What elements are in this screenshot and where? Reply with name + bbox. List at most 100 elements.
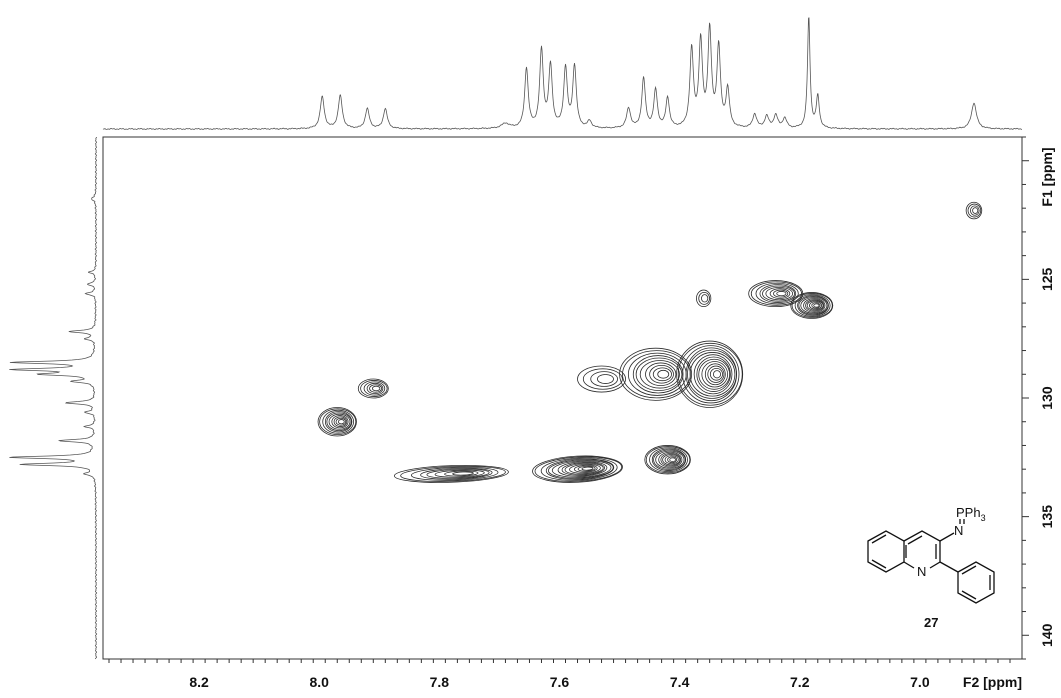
contour-line	[773, 289, 789, 298]
pph3-label: PPh3	[956, 505, 986, 523]
contour-line	[765, 286, 794, 301]
contour-line	[333, 416, 348, 427]
cross-peak-7.42-132.6	[644, 445, 691, 475]
x-axis: 8.2 8.0 7.8 7.6 7.4 7.2 7.0	[108, 659, 1011, 690]
x-tick-label: 8.2	[189, 674, 209, 690]
contour-line	[803, 298, 826, 313]
y-tick-label: 130	[1039, 386, 1055, 410]
contour-line	[664, 455, 679, 465]
cross-peak-7.53-129.2	[577, 365, 626, 393]
cross-peak-7.18-126.1	[790, 292, 834, 319]
y-axis: 125 130 135 140	[1022, 136, 1055, 660]
contour-line	[597, 374, 614, 384]
contour-line	[337, 419, 345, 425]
contour-line	[328, 413, 351, 430]
contour-line	[622, 350, 691, 399]
iminophosphorane-group	[939, 519, 965, 542]
x-tick-label: 8.0	[310, 674, 330, 690]
contour-line	[619, 347, 693, 401]
contour-line	[687, 349, 737, 399]
contour-line	[322, 409, 354, 434]
contour-line	[635, 357, 683, 391]
x-tick-label: 7.4	[670, 674, 690, 690]
contour-line	[548, 459, 614, 479]
contour-line	[805, 299, 825, 312]
contour-line	[590, 371, 618, 387]
contour-line	[794, 294, 831, 317]
contour-line	[701, 361, 729, 388]
contour-line	[534, 456, 623, 482]
contour-line	[759, 284, 797, 303]
contour-line	[811, 302, 821, 309]
cross-peak-7.35-129.0	[676, 340, 744, 408]
contour-line	[434, 469, 485, 478]
x-tick-label: 7.8	[430, 674, 450, 690]
y-axis-title: F1 [ppm]	[1039, 147, 1055, 206]
cross-peak-7.36-125.8	[696, 289, 712, 308]
cross-peak-7.57-133.0	[532, 455, 623, 483]
contour-line	[762, 285, 796, 302]
contour-line	[545, 458, 615, 480]
x-tick-label: 7.6	[550, 674, 570, 690]
plot-frame	[102, 136, 1023, 660]
cross-peak-7.44-129.0	[619, 347, 693, 401]
contour-line	[698, 291, 710, 305]
contour-line	[709, 367, 723, 381]
contour-line	[317, 407, 357, 437]
contour-line	[755, 282, 799, 305]
contour-line	[540, 457, 618, 481]
contour-line	[698, 358, 731, 390]
y-tick-label: 135	[1039, 505, 1055, 529]
contour-line	[645, 446, 691, 474]
contour-line	[569, 463, 601, 474]
contour-line	[667, 456, 678, 464]
contour-line	[410, 466, 499, 481]
contour-line	[696, 289, 712, 308]
contour-line	[577, 465, 596, 472]
contour-line	[639, 360, 680, 389]
cross-peak-7.91-129.6	[357, 378, 389, 399]
contour-line	[551, 460, 612, 478]
contour-line	[655, 450, 685, 469]
contour-line	[809, 301, 823, 310]
y-tick-label: 125	[1039, 267, 1055, 291]
y-tick-label: 140	[1039, 623, 1055, 647]
ring-nitrogen-label: N	[917, 564, 926, 579]
contour-line	[582, 368, 623, 390]
contour-peaks	[317, 201, 983, 483]
contour-line	[649, 447, 688, 473]
contour-line	[657, 369, 670, 379]
contour-line	[532, 455, 623, 483]
contour-line	[319, 408, 357, 436]
contour-line	[581, 466, 594, 471]
contour-line	[627, 352, 687, 396]
contour-line	[651, 448, 687, 471]
contour-line	[693, 354, 733, 395]
contour-line	[769, 288, 791, 299]
contour-line	[970, 205, 980, 216]
contour-line	[677, 342, 743, 406]
f2-projection-trace	[102, 17, 1022, 130]
contour-line	[324, 411, 353, 433]
cross-peak-7.78-133.2	[393, 464, 509, 483]
contour-line	[790, 292, 834, 319]
f2-projection	[102, 17, 1022, 130]
contour-line	[564, 462, 604, 475]
contour-line	[577, 365, 626, 393]
f1-projection-trace	[9, 137, 98, 660]
contour-line	[360, 380, 388, 397]
compound-structure: N N PPh3 27	[867, 505, 995, 630]
contour-line	[444, 470, 479, 477]
contour-line	[363, 381, 386, 396]
contour-line	[420, 467, 493, 480]
contour-line	[660, 452, 682, 467]
contour-line	[393, 464, 509, 483]
contour-line	[658, 451, 683, 468]
contour-line	[704, 363, 726, 386]
pyridine-ring	[903, 530, 941, 569]
contour-line	[645, 362, 677, 386]
contour-line	[371, 385, 381, 392]
contour-line	[791, 293, 833, 318]
contour-line	[967, 203, 982, 218]
